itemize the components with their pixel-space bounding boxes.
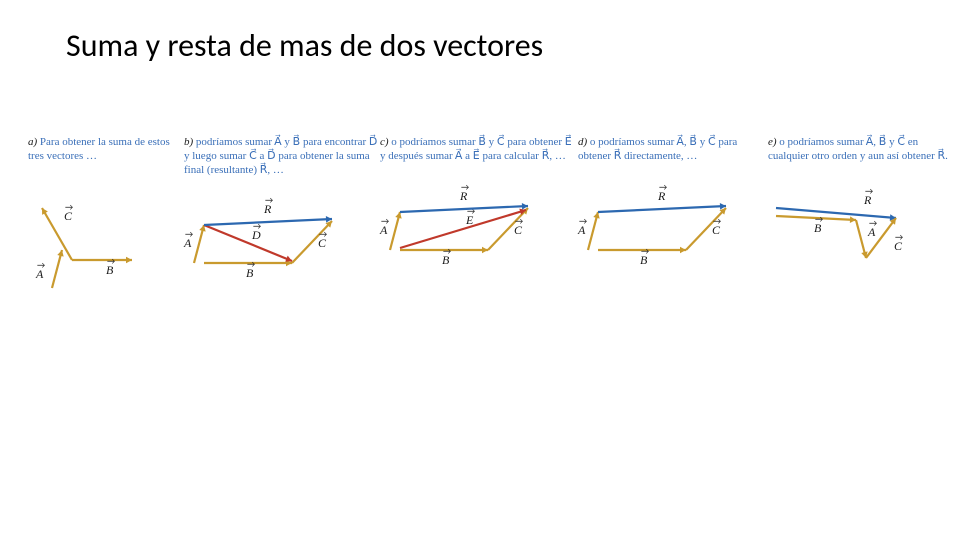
vector-A-label: A: [867, 225, 876, 239]
panel-d-diagram: →A→B→C→R: [578, 172, 768, 268]
vector-R-line: [598, 206, 726, 212]
vector-R-label: R: [459, 189, 468, 203]
panels-row: a) Para obtener la suma de estos tres ve…: [28, 136, 948, 296]
vector-C-label: C: [712, 223, 721, 237]
panel-a-label: a): [28, 136, 37, 148]
vector-B-label: B: [106, 263, 114, 277]
panel-c: c) o podríamos sumar B⃗ y C⃗ para obtene…: [380, 136, 578, 296]
panel-e-caption: e) o podríamos sumar A⃗, B⃗ y C⃗ en cual…: [768, 136, 948, 164]
vector-B-label: B: [246, 266, 254, 280]
panel-e-caption-text: o podríamos sumar A⃗, B⃗ y C⃗ en cualqui…: [768, 136, 948, 162]
panel-c-label: c): [380, 136, 389, 148]
panel-a-caption: a) Para obtener la suma de estos tres ve…: [28, 136, 184, 164]
vector-A-label: A: [183, 236, 192, 250]
vector-R-label: R: [263, 202, 272, 216]
panel-d-label: d): [578, 136, 587, 148]
panel-d-caption-text: o podríamos sumar A⃗, B⃗ y C⃗ para obten…: [578, 136, 737, 162]
vector-C-label: C: [64, 209, 73, 223]
vector-D-line: [204, 225, 292, 261]
panel-e-diagram: →R→B→A→C: [768, 172, 948, 268]
vector-C-label: C: [318, 236, 327, 250]
panel-b-label: b): [184, 136, 193, 148]
vector-R-line: [400, 206, 528, 212]
vector-B-arrowhead-icon: [680, 246, 686, 253]
panel-b-caption: b) podríamos sumar A⃗ y B⃗ para encontra…: [184, 136, 380, 177]
vector-R-label: R: [657, 189, 666, 203]
panel-d: d) o podríamos sumar A⃗, B⃗ y C⃗ para ob…: [578, 136, 768, 296]
panel-e-label: e): [768, 136, 777, 148]
vector-B-label: B: [640, 253, 648, 267]
vector-C-label: C: [894, 239, 903, 253]
vector-C-label: C: [514, 223, 523, 237]
panel-b-diagram: →A→B→C→D→R: [184, 185, 380, 281]
panel-a-diagram: →C→B→A: [28, 172, 184, 296]
panel-c-diagram: →A→B→C→E→R: [380, 172, 578, 268]
panel-d-caption: d) o podríamos sumar A⃗, B⃗ y C⃗ para ob…: [578, 136, 768, 164]
vector-B-label: B: [814, 221, 822, 235]
vector-D-label: D: [251, 228, 261, 242]
vector-A-label: A: [379, 223, 388, 237]
vector-B-arrowhead-icon: [850, 216, 856, 223]
vector-B-arrowhead-icon: [126, 256, 132, 263]
panel-b: b) podríamos sumar A⃗ y B⃗ para encontra…: [184, 136, 380, 296]
vector-E-label: E: [465, 213, 474, 227]
vector-B-label: B: [442, 253, 450, 267]
panel-c-caption-text: o podríamos sumar B⃗ y C⃗ para obtener E…: [380, 136, 572, 162]
panel-e: e) o podríamos sumar A⃗, B⃗ y C⃗ en cual…: [768, 136, 948, 296]
vector-R-label: R: [863, 193, 872, 207]
vector-A-label: A: [35, 267, 44, 281]
page-title: Suma y resta de mas de dos vectores: [66, 26, 543, 65]
vector-B-arrowhead-icon: [482, 246, 488, 253]
vector-R-line: [204, 219, 332, 225]
panel-a-caption-text: Para obtener la suma de estos tres vecto…: [28, 136, 170, 162]
panel-c-caption: c) o podríamos sumar B⃗ y C⃗ para obtene…: [380, 136, 578, 164]
panel-a: a) Para obtener la suma de estos tres ve…: [28, 136, 184, 296]
vector-A-label: A: [577, 223, 586, 237]
panel-b-caption-text: podríamos sumar A⃗ y B⃗ para encontrar D…: [184, 136, 377, 176]
